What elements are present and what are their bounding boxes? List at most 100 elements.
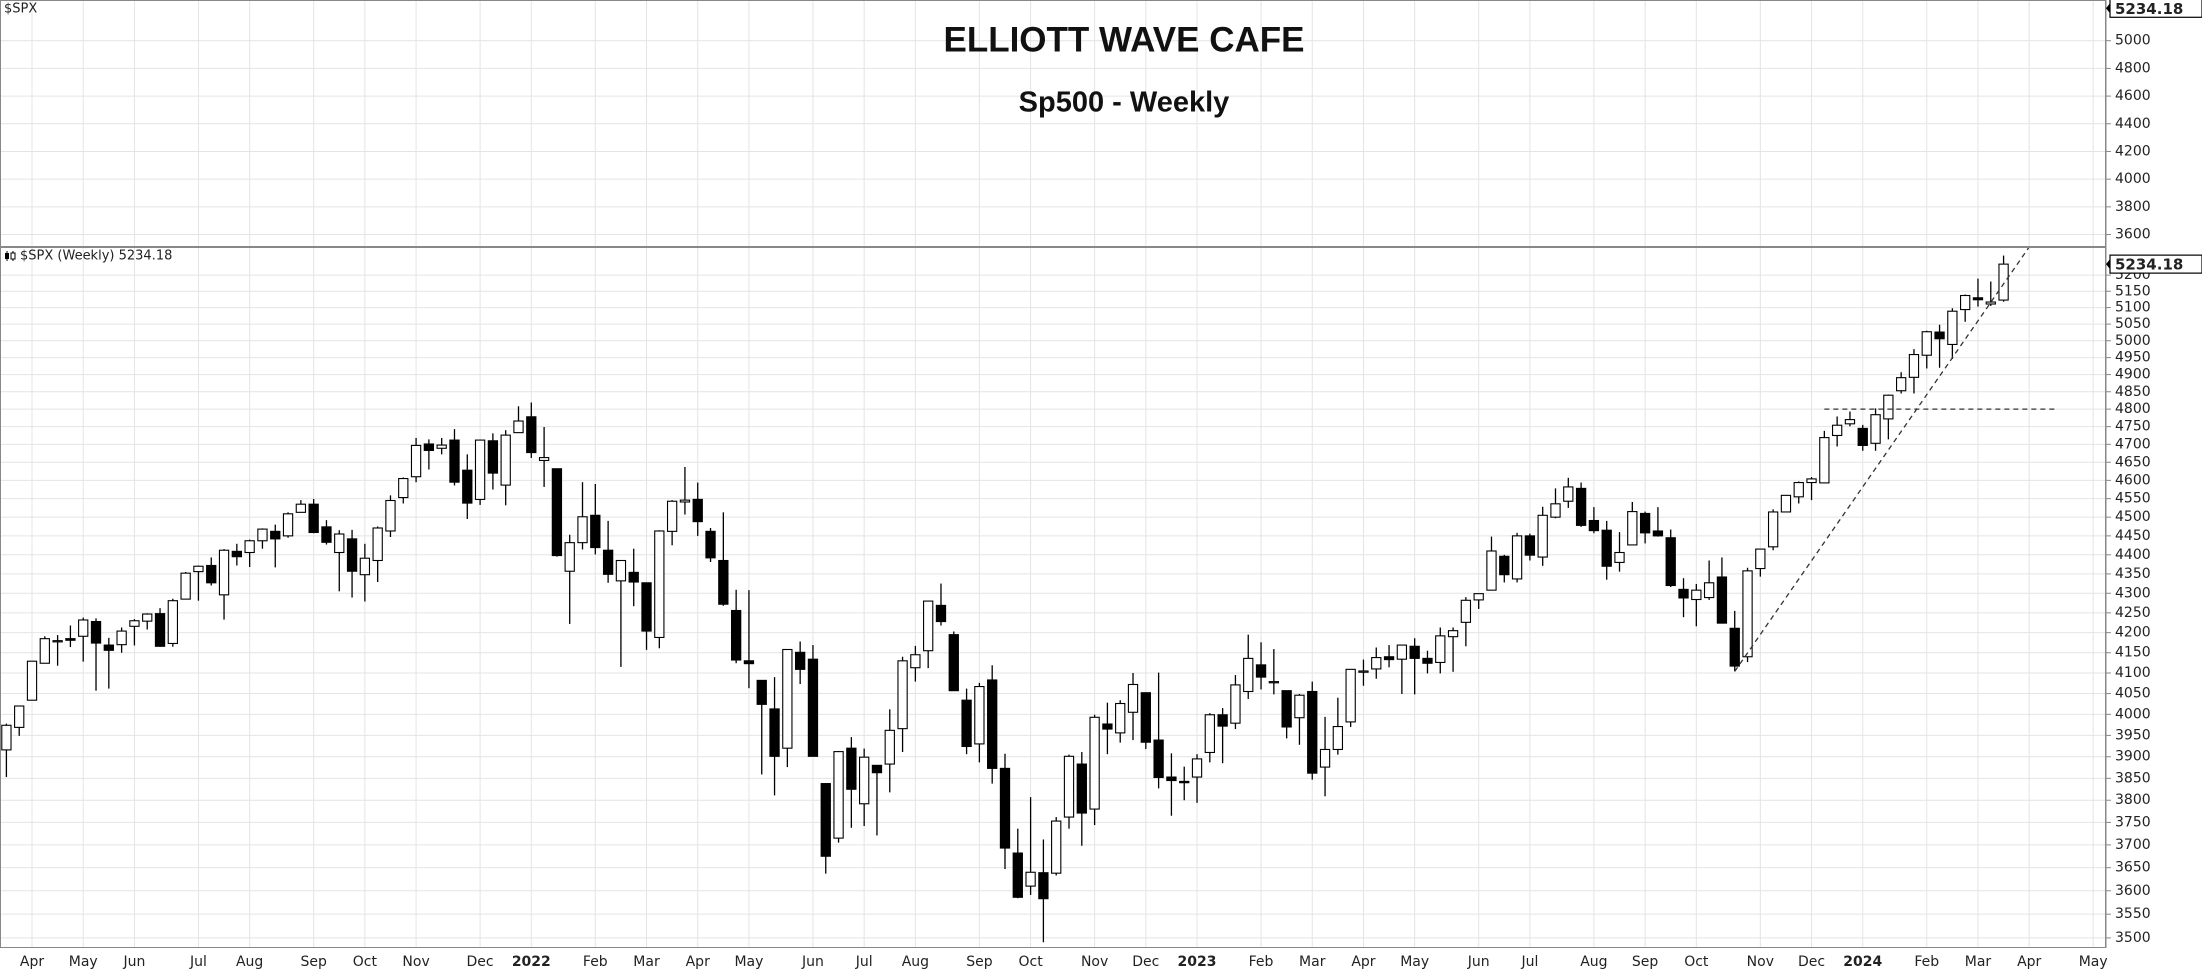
y-tick-label: 4300 [2115,585,2151,601]
candle-body [884,729,895,765]
x-tick-label: 2023 [1178,954,1217,970]
y-tick-label: 4700 [2115,436,2151,452]
y-tick-label: 4000 [2115,706,2151,722]
candle-body [1652,530,1664,537]
candle-body [590,514,601,549]
candle-body [1332,725,1344,751]
candle-body [500,434,511,486]
x-tick-label: May [2079,954,2108,970]
candle-body [820,783,831,857]
candle-body [1908,353,1920,378]
candle-body [1396,644,1408,660]
candle-body [1614,551,1625,563]
chart-subtitle: Sp500 - Weekly [1019,87,1230,119]
candle-body [756,679,767,705]
candle-body [1166,776,1177,782]
candle-body [474,439,486,500]
last-value: 5234.18 [2115,256,2183,274]
candle-body [1691,589,1702,601]
candle-body [334,533,345,554]
candle-body [705,530,716,559]
x-tick-label: Apr [686,954,710,970]
candle-body [628,571,639,583]
candle-body [615,559,627,582]
candle-body [462,469,473,504]
y-tick-label: 4800 [2115,60,2151,76]
x-tick-label: Aug [902,954,929,970]
candle-body [1844,419,1856,425]
y-tick-label: 5150 [2115,283,2151,299]
candle-body [1831,424,1843,437]
candle-body [1383,656,1395,661]
y-tick-label: 3800 [2115,792,2151,808]
candle-body [551,468,563,557]
candle-body [577,516,588,544]
candle-body [1486,550,1497,591]
candle-body [1780,494,1792,513]
candle-body [923,600,934,652]
candle-body [295,503,307,513]
candle-body [1230,684,1241,724]
candle-body [1473,593,1484,601]
candle-body [129,620,140,627]
candle-body [859,756,870,805]
candle-body [1012,852,1023,898]
candle-body [26,660,38,701]
candle-body [782,648,793,749]
y-tick-label: 4800 [2115,401,2151,417]
candle-body [1819,437,1830,484]
candle-body [564,542,575,572]
candle-body [1051,820,1062,874]
candle-body [1268,681,1280,684]
y-tick-label: 4600 [2115,88,2151,104]
y-tick-label: 4450 [2115,528,2151,544]
candle-body [948,634,959,692]
candle-body [116,630,127,646]
candle-body [1204,714,1215,754]
candle-body [52,640,63,643]
legend-label: $SPX (Weekly) 5234.18 [20,249,172,264]
y-tick-label: 3750 [2115,814,2151,830]
candle-body [1460,599,1472,623]
candle-body [846,747,857,790]
candle-body [666,500,678,532]
y-tick-label: 3850 [2115,770,2151,786]
top-last-value-pointer [2106,3,2110,14]
candle-body [1767,511,1779,548]
candle-body [718,559,729,605]
candle-body [180,572,191,600]
candle-body [1806,478,1817,484]
y-tick-label: 5000 [2115,33,2151,49]
candle-body [1345,668,1356,723]
y-tick-label: 3950 [2115,727,2151,743]
candle-body [602,549,614,575]
x-tick-label: Apr [20,954,44,970]
candle-body [1115,702,1126,734]
x-tick-label: Jun [1467,954,1490,970]
candle-body [398,477,409,499]
candle-body [1972,297,1984,301]
y-tick-label: 5000 [2115,333,2151,349]
y-tick-label: 4000 [2115,171,2151,187]
candle-body [1627,511,1638,546]
x-tick-label: Sep [1632,954,1659,970]
x-tick-label: Mar [1965,954,1992,970]
x-tick-label: Mar [1299,954,1326,970]
x-tick-label: Nov [1081,954,1108,970]
candle-body [1716,576,1728,624]
x-tick-label: Dec [1132,954,1159,970]
y-tick-label: 4950 [2115,350,2151,366]
candle-body [1934,331,1945,340]
candle-body [1153,739,1164,779]
candle-body [1883,394,1894,420]
candle-body [769,708,780,757]
candle-body [487,440,499,474]
candle-body [1755,548,1766,570]
candle-body [244,540,255,554]
candle-body [1575,487,1587,526]
x-tick-label: Dec [467,954,494,970]
x-tick-label: Apr [1351,954,1375,970]
y-tick-label: 4750 [2115,419,2151,435]
candle-body [999,767,1011,849]
